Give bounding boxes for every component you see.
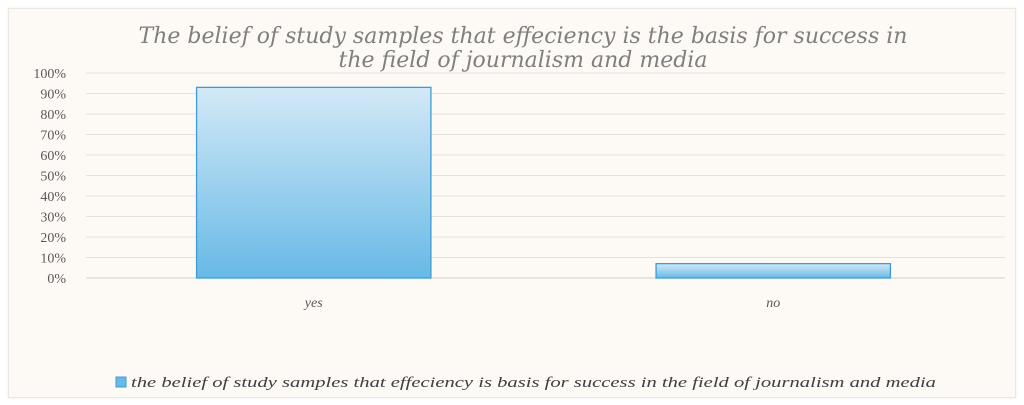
y-tick-label: 30% [40,211,66,226]
legend: the belief of study samples that effecie… [115,375,936,391]
y-tick-label: 80% [40,108,66,123]
y-tick-label: 100% [33,67,66,82]
chart-title-line-2: the field of journalism and media [339,48,708,73]
chart-title-line-1: The belief of study samples that effecie… [139,24,908,49]
bar-yes [195,86,432,279]
x-axis-labels: yes no [303,296,780,311]
bars [195,86,892,279]
x-tick-label: no [766,296,780,311]
x-tick-label: yes [303,296,323,311]
legend-label: the belief of study samples that effecie… [131,375,936,391]
y-tick-label: 10% [40,252,66,267]
y-tick-label: 70% [40,129,66,144]
y-tick-label: 90% [40,88,66,103]
y-tick-label: 0% [47,272,66,287]
y-tick-label: 20% [40,231,66,246]
y-axis-ticks: 0% 10% 20% 30% 40% 50% 60% 70% 80% 90% 100% [33,67,66,287]
legend-swatch [115,376,127,388]
y-tick-label: 60% [40,149,66,164]
chart-title: The belief of study samples that effecie… [139,24,908,73]
bar-no [655,262,892,279]
y-tick-label: 50% [40,170,66,185]
y-tick-label: 40% [40,190,66,205]
